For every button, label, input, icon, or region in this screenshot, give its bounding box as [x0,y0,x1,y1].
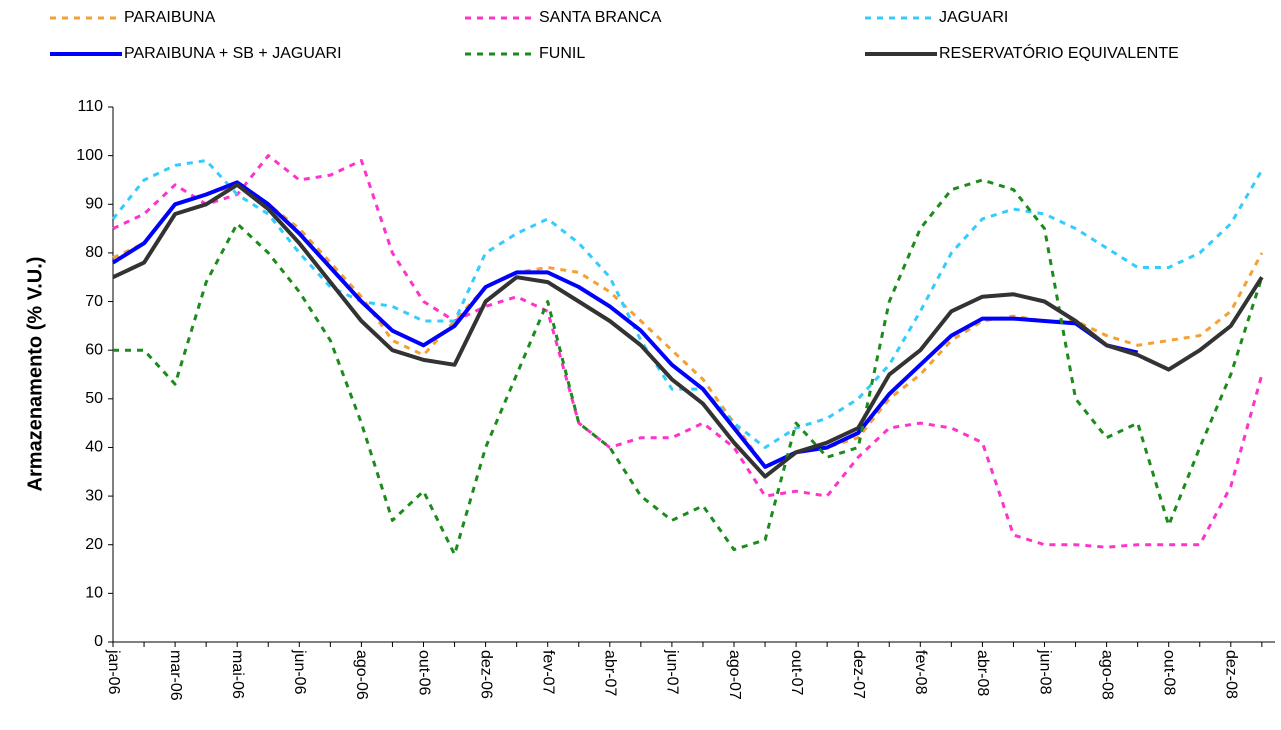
y-tick-label: 30 [85,487,103,504]
x-tick-label: out-08 [1160,650,1177,695]
y-tick-label: 80 [85,244,103,261]
x-tick-label: out-06 [415,650,432,695]
x-tick-label: jun-07 [664,649,681,695]
y-tick-label: 90 [85,195,103,212]
x-tick-label: ago-08 [1098,650,1115,700]
x-tick-label: jan-06 [105,649,122,695]
series-line [111,159,1264,449]
legend-label: PARAIBUNA [124,9,216,26]
y-tick-label: 70 [85,293,103,310]
x-tick-label: dez-08 [1223,650,1240,699]
series-line [112,182,1264,479]
legend-label: FUNIL [539,45,585,62]
y-tick-label: 40 [85,439,103,456]
x-tick-label: fev-08 [912,650,929,695]
x-tick-label: dez-06 [477,650,494,699]
legend-label: JAGUARI [939,9,1008,26]
y-tick-label: 20 [85,536,103,553]
y-tick-label: 100 [76,147,103,164]
y-tick-label: 10 [85,585,103,602]
x-tick-label: fev-07 [539,650,556,695]
legend-label: PARAIBUNA + SB + JAGUARI [124,45,342,62]
series-line [112,154,1264,549]
x-tick-label: jun-06 [291,649,308,695]
x-tick-label: mar-06 [167,650,184,701]
x-tick-label: out-07 [788,650,805,695]
y-tick-label: 0 [94,633,103,650]
x-tick-label: mai-06 [229,650,246,699]
series-line [113,178,1264,556]
y-axis-label: Armazenamento (% V.U.) [24,257,46,492]
x-tick-label: ago-07 [726,650,743,700]
series-line [111,180,1139,469]
legend-label: RESERVATÓRIO EQUIVALENTE [939,43,1179,62]
y-tick-label: 50 [85,390,103,407]
x-tick-label: dez-07 [850,650,867,699]
y-tick-label: 60 [85,341,103,358]
x-tick-label: jun-08 [1036,649,1053,695]
legend-label: SANTA BRANCA [539,9,662,26]
x-tick-label: abr-07 [602,650,619,696]
x-tick-label: ago-06 [353,650,370,700]
x-tick-label: abr-08 [974,650,991,696]
y-tick-label: 110 [77,98,103,115]
